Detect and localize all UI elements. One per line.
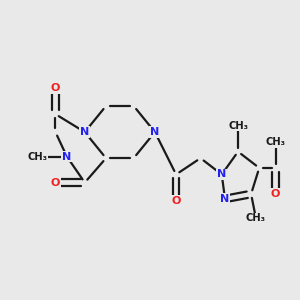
Text: O: O (271, 189, 280, 199)
Text: CH₃: CH₃ (228, 121, 248, 130)
Text: N: N (80, 127, 89, 137)
Text: N: N (150, 127, 160, 137)
Text: O: O (171, 196, 181, 206)
Text: CH₃: CH₃ (28, 152, 47, 161)
Text: N: N (220, 194, 230, 204)
Text: CH₃: CH₃ (246, 214, 266, 224)
Text: N: N (62, 152, 71, 161)
Text: N: N (217, 169, 226, 179)
Text: CH₃: CH₃ (266, 137, 286, 147)
Text: O: O (51, 83, 60, 93)
Text: O: O (51, 178, 60, 188)
